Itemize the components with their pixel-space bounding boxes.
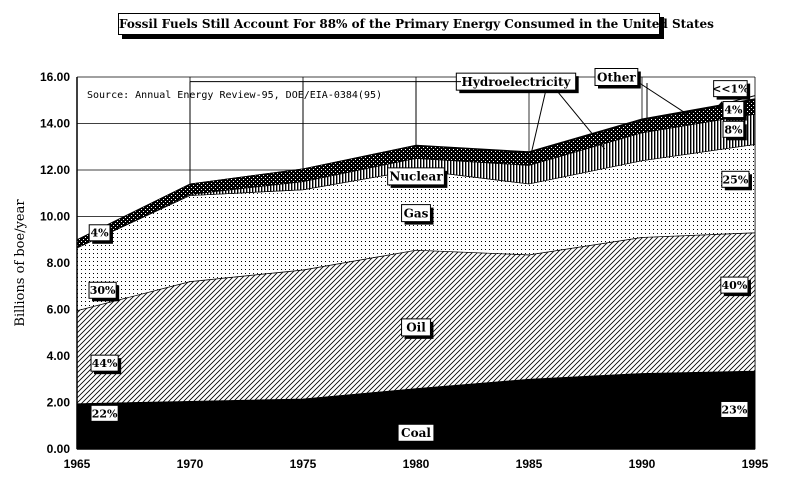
label-gas-text: Gas — [404, 206, 429, 220]
label-gas-box — [401, 204, 431, 223]
share-hydro-1995-box — [722, 101, 745, 119]
label-nuclear-box — [387, 167, 445, 186]
x-tick-label: 1985 — [516, 457, 543, 471]
tick-labels: 0.00 2.00 4.00 6.00 8.00 10.00 12.00 14.00 16.00… — [13, 70, 769, 471]
y-tick-label: 8.00 — [47, 256, 71, 270]
callout-arrowhead — [714, 101, 725, 110]
share-oil-1995-box — [720, 276, 749, 294]
label-hydroelectricity: Hydroelectricity — [455, 72, 579, 94]
label-oil: Oil — [401, 318, 434, 339]
y-tick-label: 2.00 — [47, 396, 71, 410]
label-nuclear-text: Nuclear — [389, 170, 443, 184]
share-hydro-1995: 4% — [722, 101, 747, 121]
label-other: Other — [594, 68, 641, 89]
share-coal-1965-text: 22% — [92, 407, 118, 420]
label-oil-box — [401, 318, 431, 337]
label-oil-text: Oil — [406, 321, 426, 335]
share-other-1995: <<1% — [712, 80, 751, 100]
x-tick-label: 1980 — [403, 457, 430, 471]
share-hydro-1965: 4% — [88, 224, 113, 244]
share-gas-1995: 25% — [721, 170, 752, 191]
share-other-1995-text: <<1% — [712, 83, 749, 96]
share-oil-1995-text: 40% — [722, 279, 748, 292]
share-gas-1965: 30% — [88, 281, 120, 302]
callout-hydro-1988 — [555, 89, 606, 150]
label-coal: Coal — [397, 423, 437, 445]
share-hydro-1965-box — [88, 224, 111, 242]
label-other-box — [594, 68, 639, 86]
share-gas-1965-box — [88, 281, 117, 299]
area-other — [76, 98, 756, 241]
y-tick-label: 4.00 — [47, 349, 71, 363]
share-coal-1965-box — [90, 404, 119, 422]
share-nuclear-1995: 8% — [722, 120, 747, 141]
share-gas-1995-text: 25% — [723, 173, 749, 186]
x-tick-label: 1990 — [629, 457, 656, 471]
share-oil-1965: 44% — [90, 354, 122, 375]
label-nuclear: Nuclear — [387, 167, 448, 188]
series-areas — [76, 98, 756, 450]
share-nuclear-1995-box — [722, 120, 745, 138]
x-tick-label: 1975 — [290, 457, 317, 471]
label-gas: Gas — [401, 204, 434, 225]
share-other-1995-box — [713, 80, 748, 98]
source-note: Source: Annual Energy Review-95, DOE/EIA… — [87, 90, 382, 101]
y-tick-label: 14.00 — [40, 117, 70, 131]
share-hydro-1995-text: 4% — [724, 104, 743, 117]
chart-title: Fossil Fuels Still Account For 88% of th… — [118, 13, 714, 35]
share-coal-1965: 22% — [90, 404, 122, 425]
label-coal-box — [397, 423, 435, 442]
callout-hydro-1985 — [528, 89, 547, 164]
share-coal-1995: 23% — [720, 400, 751, 421]
share-oil-1995: 40% — [720, 276, 751, 297]
axes — [76, 77, 755, 450]
share-hydro-1965-text: 4% — [91, 227, 110, 240]
y-tick-label: 10.00 — [40, 210, 70, 224]
x-tick-label: 1995 — [742, 457, 769, 471]
share-gas-1965-text: 30% — [90, 284, 116, 297]
share-oil-1965-text: 44% — [92, 357, 118, 370]
y-tick-label: 16.00 — [40, 70, 70, 84]
y-tick-label: 0.00 — [47, 442, 71, 456]
label-hydroelectricity-text: Hydroelectricity — [462, 75, 572, 89]
share-coal-1995-box — [720, 400, 749, 418]
y-axis-label: Billions of boe/year — [13, 199, 28, 327]
x-tick-label: 1970 — [177, 457, 204, 471]
label-coal-text: Coal — [401, 426, 431, 440]
y-tick-label: 12.00 — [40, 163, 70, 177]
share-nuclear-1995-text: 8% — [724, 123, 743, 136]
x-tick-label: 1965 — [64, 457, 91, 471]
label-other-text: Other — [597, 70, 636, 84]
share-gas-1995-box — [721, 170, 750, 188]
y-tick-label: 6.00 — [47, 303, 71, 317]
share-oil-1965-box — [90, 354, 119, 372]
share-coal-1995-text: 23% — [722, 403, 748, 416]
annotations: Source: Annual Energy Review-95, DOE/EIA… — [87, 68, 756, 445]
